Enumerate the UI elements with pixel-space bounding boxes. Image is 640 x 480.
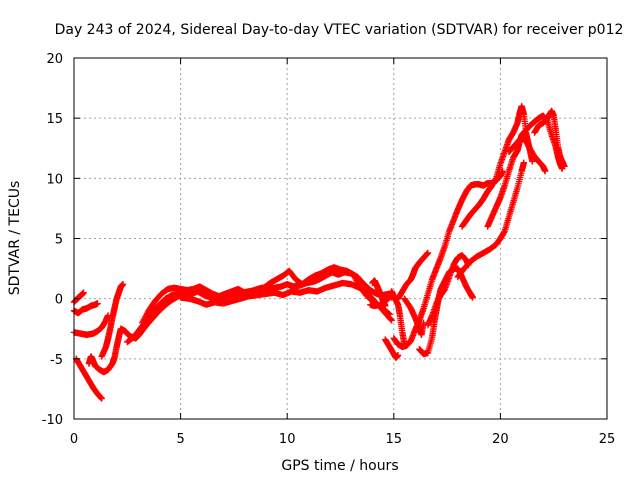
data-point — [561, 163, 568, 170]
x-tick-label: 10 — [279, 432, 296, 447]
data-point — [388, 317, 395, 324]
data-point — [424, 249, 432, 257]
axis-ticks: 0 5 10 15 20 25 -10 -5 0 5 10 15 20 — [42, 52, 616, 447]
series-arc-21 — [505, 134, 549, 175]
data-point — [382, 302, 389, 310]
y-tick-label: 15 — [46, 112, 63, 127]
x-tick-label: 15 — [386, 432, 403, 447]
grid — [74, 58, 607, 419]
y-tick-label: 5 — [55, 233, 63, 248]
series-arc-1 — [70, 300, 101, 317]
data-point — [529, 158, 536, 165]
series-arc-12 — [369, 277, 389, 310]
series-arc-14 — [394, 249, 432, 302]
y-tick-label: 20 — [46, 52, 63, 67]
series-arc-19 — [458, 102, 536, 230]
series-arc-22 — [531, 107, 568, 170]
y-tick-label: 0 — [55, 293, 63, 308]
x-axis-label: GPS time / hours — [281, 458, 398, 474]
series-arc-6 — [98, 281, 127, 360]
x-tick-label: 0 — [70, 432, 78, 447]
data-point — [469, 294, 476, 301]
data-point — [520, 159, 528, 166]
x-tick-label: 20 — [492, 432, 509, 447]
x-tick-label: 25 — [599, 432, 616, 447]
data-points — [70, 102, 568, 402]
series-arc-15 — [401, 295, 427, 338]
data-point — [387, 316, 395, 323]
data-point — [119, 281, 127, 288]
y-tick-label: 10 — [46, 172, 63, 187]
series-arc-17 — [424, 252, 472, 329]
chart-title: Day 243 of 2024, Sidereal Day-to-day VTE… — [55, 22, 624, 38]
series-arc-3 — [70, 312, 112, 338]
data-point — [98, 395, 105, 402]
data-point — [541, 167, 549, 175]
y-tick-label: -10 — [42, 413, 63, 428]
data-point — [94, 300, 101, 307]
data-point — [394, 352, 402, 359]
x-tick-label: 5 — [176, 432, 184, 447]
series-arc-11 — [382, 336, 402, 361]
y-axis-label: SDTVAR / TECUs — [7, 181, 23, 296]
data-point — [80, 289, 87, 296]
series-arc-18 — [454, 159, 528, 281]
series-arc-2 — [70, 289, 87, 306]
y-tick-label: -5 — [50, 353, 63, 368]
